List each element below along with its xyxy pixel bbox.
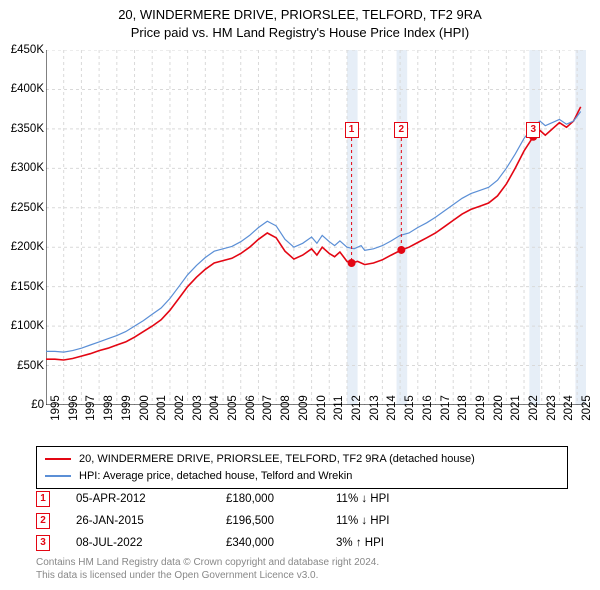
x-tick-label: 2020 (493, 395, 505, 421)
title-line-1: 20, WINDERMERE DRIVE, PRIORSLEE, TELFORD… (0, 6, 600, 24)
chart-marker-2: 2 (394, 122, 408, 138)
x-tick-label: 1995 (50, 395, 62, 421)
x-tick-label: 2010 (316, 395, 328, 421)
sales-price-3: £340,000 (226, 537, 336, 549)
x-tick-label: 2004 (209, 395, 221, 421)
y-tick-label: £350K (11, 123, 44, 135)
x-tick-label: 2001 (156, 395, 168, 421)
sales-row-1: 1 05-APR-2012 £180,000 11% ↓ HPI (36, 488, 446, 510)
x-tick-label: 1997 (85, 395, 97, 421)
x-tick-label: 1999 (121, 395, 133, 421)
chart-container: 20, WINDERMERE DRIVE, PRIORSLEE, TELFORD… (0, 0, 600, 590)
chart-area (46, 50, 586, 405)
legend-label-property: 20, WINDERMERE DRIVE, PRIORSLEE, TELFORD… (79, 451, 475, 468)
chart-marker-3: 3 (526, 122, 540, 138)
x-tick-label: 2021 (510, 395, 522, 421)
chart-marker-1: 1 (345, 122, 359, 138)
sales-date-3: 08-JUL-2022 (76, 537, 226, 549)
legend-row-hpi: HPI: Average price, detached house, Telf… (45, 468, 559, 485)
legend-row-property: 20, WINDERMERE DRIVE, PRIORSLEE, TELFORD… (45, 451, 559, 468)
x-tick-label: 2014 (386, 395, 398, 421)
x-tick-label: 1998 (103, 395, 115, 421)
sales-row-2: 2 26-JAN-2015 £196,500 11% ↓ HPI (36, 510, 446, 532)
sales-pct-2: 11% ↓ HPI (336, 515, 446, 527)
x-tick-label: 2012 (351, 395, 363, 421)
sales-pct-3: 3% ↑ HPI (336, 537, 446, 549)
footer-line-2: This data is licensed under the Open Gov… (36, 569, 379, 582)
chart-svg (46, 50, 586, 405)
sales-price-2: £196,500 (226, 515, 336, 527)
x-tick-label: 2011 (333, 396, 345, 421)
x-tick-label: 2009 (298, 395, 310, 421)
x-tick-label: 2023 (546, 395, 558, 421)
footer-line-1: Contains HM Land Registry data © Crown c… (36, 556, 379, 569)
x-tick-label: 2018 (457, 395, 469, 421)
legend-swatch-hpi (45, 475, 71, 477)
legend-label-hpi: HPI: Average price, detached house, Telf… (79, 468, 352, 485)
x-tick-label: 2024 (563, 395, 575, 421)
y-tick-label: £450K (11, 44, 44, 56)
x-tick-label: 2002 (174, 395, 186, 421)
x-tick-label: 2025 (581, 395, 593, 421)
y-tick-label: £100K (11, 320, 44, 332)
sales-marker-3: 3 (36, 535, 50, 551)
sales-marker-1: 1 (36, 491, 50, 507)
footer-note: Contains HM Land Registry data © Crown c… (36, 556, 379, 582)
sales-price-1: £180,000 (226, 493, 336, 505)
legend-box: 20, WINDERMERE DRIVE, PRIORSLEE, TELFORD… (36, 446, 568, 489)
title-block: 20, WINDERMERE DRIVE, PRIORSLEE, TELFORD… (0, 0, 600, 42)
sales-date-1: 05-APR-2012 (76, 493, 226, 505)
x-tick-label: 2003 (192, 395, 204, 421)
y-tick-label: £300K (11, 162, 44, 174)
x-tick-label: 2008 (280, 395, 292, 421)
sales-date-2: 26-JAN-2015 (76, 515, 226, 527)
y-tick-label: £150K (11, 281, 44, 293)
sales-pct-1: 11% ↓ HPI (336, 493, 446, 505)
x-tick-label: 2016 (422, 395, 434, 421)
sales-row-3: 3 08-JUL-2022 £340,000 3% ↑ HPI (36, 532, 446, 554)
title-line-2: Price paid vs. HM Land Registry's House … (0, 24, 600, 42)
y-tick-label: £0 (31, 399, 44, 411)
legend-swatch-property (45, 458, 71, 460)
y-tick-label: £400K (11, 83, 44, 95)
y-tick-label: £200K (11, 241, 44, 253)
x-tick-label: 2000 (139, 395, 151, 421)
y-tick-label: £50K (17, 360, 44, 372)
sales-marker-2: 2 (36, 513, 50, 529)
sales-table: 1 05-APR-2012 £180,000 11% ↓ HPI 2 26-JA… (36, 488, 446, 554)
x-tick-label: 2005 (227, 395, 239, 421)
x-tick-label: 2007 (262, 395, 274, 421)
x-tick-label: 2022 (528, 395, 540, 421)
x-tick-label: 2006 (245, 395, 257, 421)
x-tick-label: 2013 (369, 395, 381, 421)
x-tick-label: 2017 (440, 395, 452, 421)
x-tick-label: 1996 (68, 395, 80, 421)
y-tick-label: £250K (11, 202, 44, 214)
x-tick-label: 2015 (404, 395, 416, 421)
x-tick-label: 2019 (475, 395, 487, 421)
